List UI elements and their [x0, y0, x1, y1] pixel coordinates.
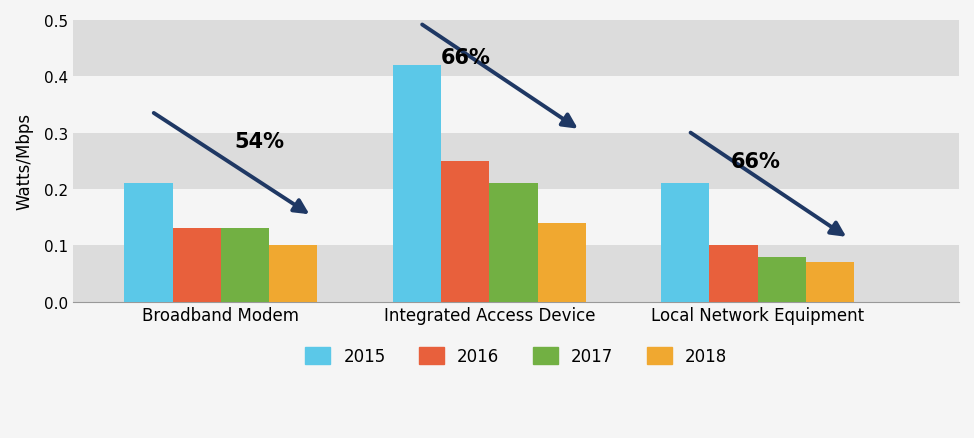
Text: 54%: 54% [235, 132, 284, 152]
Text: 66%: 66% [730, 152, 781, 171]
Legend: 2015, 2016, 2017, 2018: 2015, 2016, 2017, 2018 [298, 341, 734, 372]
Bar [172, 229, 221, 302]
Bar [538, 223, 586, 302]
Bar [73, 190, 959, 246]
Y-axis label: Watts/Mbps: Watts/Mbps [15, 113, 33, 210]
Bar [73, 246, 959, 302]
Bar [73, 21, 959, 77]
Bar [661, 184, 709, 302]
Bar [73, 77, 959, 133]
Text: 66%: 66% [441, 47, 491, 67]
Bar [489, 184, 538, 302]
Bar [393, 66, 441, 302]
Bar [806, 262, 854, 302]
Bar [709, 246, 758, 302]
Bar [73, 133, 959, 190]
Bar [125, 184, 172, 302]
Bar [441, 162, 489, 302]
Bar [269, 246, 318, 302]
Bar [758, 257, 806, 302]
Bar [221, 229, 269, 302]
